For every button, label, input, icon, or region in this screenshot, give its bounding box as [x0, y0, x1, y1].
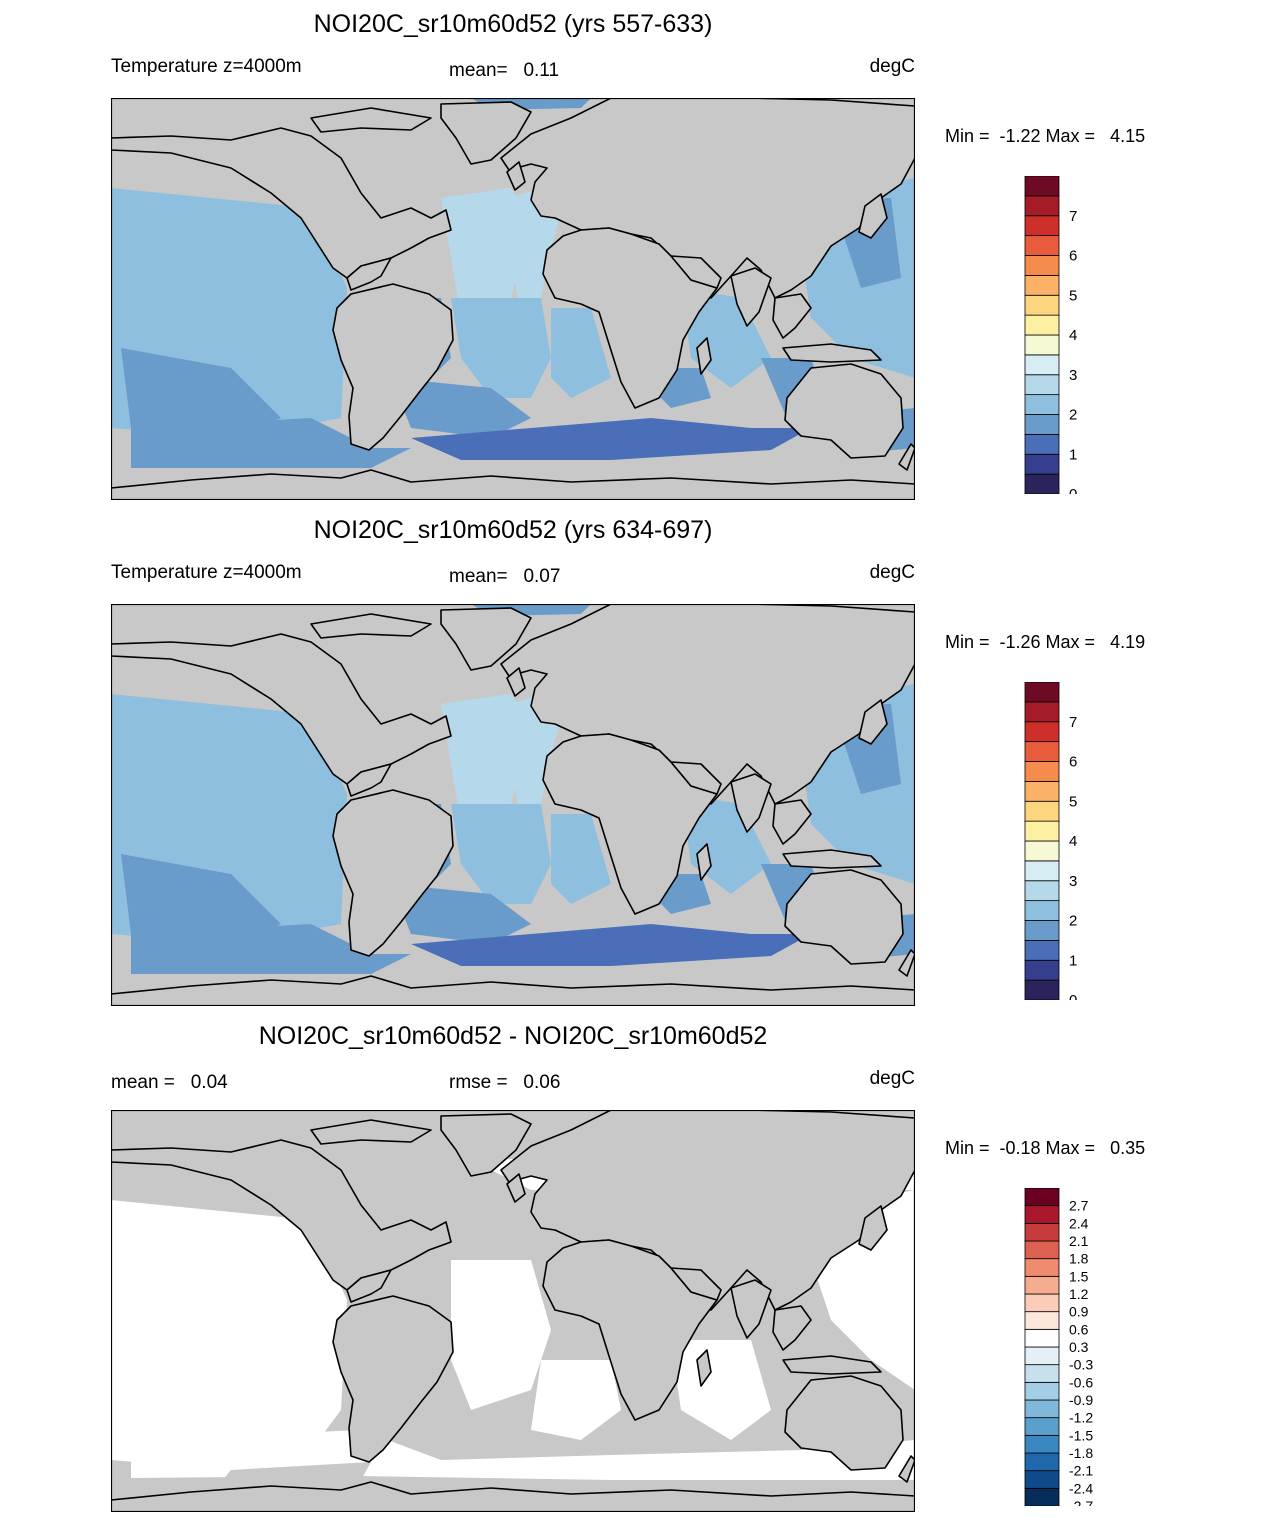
rmse-label: rmse = 0.06	[449, 1072, 561, 1093]
svg-text:3: 3	[1069, 873, 1077, 890]
svg-text:-1.5: -1.5	[1069, 1427, 1093, 1443]
svg-text:1.5: 1.5	[1069, 1268, 1089, 1284]
svg-text:4: 4	[1069, 833, 1077, 850]
panel-title: NOI20C_sr10m60d52 - NOI20C_sr10m60d52	[258, 1022, 768, 1050]
world-map	[111, 604, 915, 1006]
variable-label: Temperature z=4000m	[111, 562, 302, 583]
mean-label: mean = 0.04	[111, 1072, 228, 1093]
min-max-label: Min = -1.26 Max = 4.19	[945, 632, 1146, 652]
svg-text:-1.8: -1.8	[1069, 1445, 1093, 1461]
variable-label: Temperature z=4000m	[111, 56, 302, 77]
svg-text:2.4: 2.4	[1069, 1215, 1089, 1231]
svg-text:1: 1	[1069, 446, 1077, 463]
svg-text:1.2: 1.2	[1069, 1286, 1089, 1302]
svg-text:-0.6: -0.6	[1069, 1374, 1093, 1390]
svg-text:0: 0	[1069, 486, 1077, 494]
svg-text:-0.3: -0.3	[1069, 1357, 1093, 1373]
svg-text:4: 4	[1069, 327, 1077, 344]
min-max-label: Min = -0.18 Max = 0.35	[945, 1138, 1146, 1158]
svg-text:7: 7	[1069, 208, 1077, 225]
svg-text:1: 1	[1069, 952, 1077, 969]
svg-text:5: 5	[1069, 287, 1077, 304]
svg-text:-2.4: -2.4	[1069, 1480, 1093, 1496]
mean-label: mean= 0.07	[449, 566, 561, 587]
map-panel-2: NOI20C_sr10m60d52 (yrs 634-697) Temperat…	[0, 506, 1285, 1012]
world-map	[111, 98, 915, 500]
svg-text:2: 2	[1069, 913, 1077, 930]
colorbar: 2.72.4 2.1 1.81.5 1.2 0.90.6 0.3 -0.3-0.6 -0.9 -…	[1024, 1188, 1093, 1506]
units-label: degC	[869, 562, 915, 583]
svg-text:2: 2	[1069, 407, 1077, 424]
svg-text:2.7: 2.7	[1069, 1198, 1089, 1214]
svg-text:2.1: 2.1	[1069, 1233, 1089, 1249]
units-label: degC	[869, 56, 915, 77]
svg-text:5: 5	[1069, 793, 1077, 810]
svg-text:1.8: 1.8	[1069, 1251, 1089, 1267]
svg-text:0.9: 0.9	[1069, 1304, 1089, 1320]
colorbar: 76543210-1-2	[1024, 682, 1077, 1000]
min-max-label: Min = -1.22 Max = 4.15	[945, 126, 1146, 146]
svg-text:-0.9: -0.9	[1069, 1392, 1093, 1408]
svg-text:0: 0	[1069, 992, 1077, 1000]
svg-text:-1.2: -1.2	[1069, 1410, 1093, 1426]
map-panel-1: NOI20C_sr10m60d52 (yrs 557-633) Temperat…	[0, 0, 1285, 506]
svg-text:0.6: 0.6	[1069, 1321, 1089, 1337]
svg-text:6: 6	[1069, 754, 1077, 771]
svg-text:7: 7	[1069, 714, 1077, 731]
colorbar: 76543210-1-2	[1024, 176, 1077, 494]
svg-text:-2.7: -2.7	[1069, 1498, 1093, 1506]
svg-text:6: 6	[1069, 248, 1077, 265]
panel-title: NOI20C_sr10m60d52 (yrs 634-697)	[313, 516, 713, 544]
map-panel-difference: NOI20C_sr10m60d52 - NOI20C_sr10m60d52 me…	[0, 1012, 1285, 1518]
world-map	[111, 1110, 915, 1512]
units-label: degC	[869, 1068, 915, 1089]
mean-label: mean= 0.11	[449, 60, 560, 81]
svg-text:-2.1: -2.1	[1069, 1463, 1093, 1479]
svg-text:3: 3	[1069, 367, 1077, 384]
panel-title: NOI20C_sr10m60d52 (yrs 557-633)	[313, 10, 713, 38]
svg-text:0.3: 0.3	[1069, 1339, 1089, 1355]
